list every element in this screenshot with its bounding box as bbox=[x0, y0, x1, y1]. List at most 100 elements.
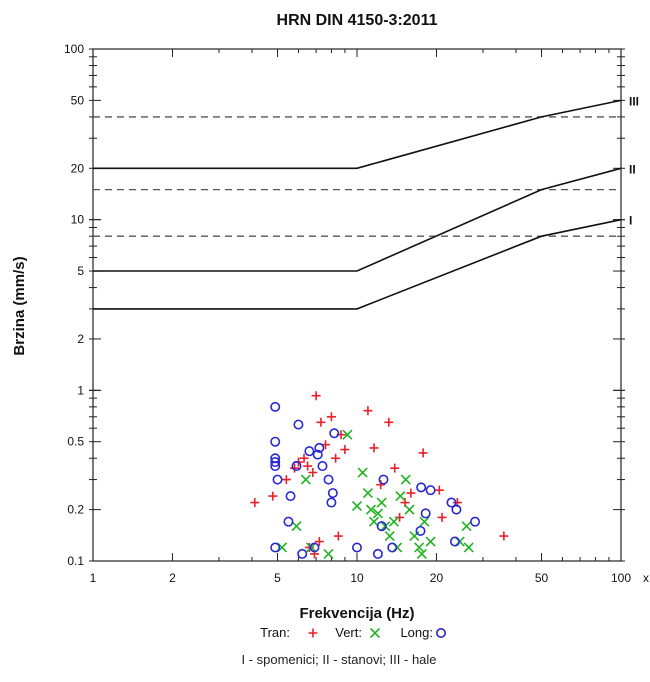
data-point-long bbox=[415, 525, 426, 536]
data-point-vert bbox=[369, 627, 381, 639]
legend-label: Tran: bbox=[260, 625, 290, 640]
data-point-long bbox=[312, 449, 323, 460]
y-tick-label: 2 bbox=[77, 332, 84, 346]
x-tick-label: 5 bbox=[274, 571, 281, 585]
data-point-long bbox=[416, 482, 427, 493]
data-point-tran bbox=[376, 480, 386, 490]
series-0 bbox=[250, 391, 509, 559]
x-tick-label: 50 bbox=[535, 571, 549, 585]
data-point-long bbox=[376, 521, 387, 532]
data-point-long bbox=[329, 428, 340, 439]
data-point-tran bbox=[395, 512, 405, 522]
data-point-tran bbox=[281, 475, 291, 485]
data-point-vert bbox=[306, 542, 317, 553]
series-1 bbox=[276, 429, 474, 560]
minor-ticks bbox=[89, 48, 625, 562]
data-point-vert bbox=[342, 429, 353, 440]
data-point-tran bbox=[384, 417, 394, 427]
x-tick-label: 20 bbox=[430, 571, 444, 585]
data-point-long bbox=[270, 542, 281, 553]
data-point-tran bbox=[333, 531, 343, 541]
data-point-vert bbox=[425, 536, 436, 547]
data-point-vert bbox=[291, 521, 302, 532]
y-tick-label: 0.1 bbox=[67, 554, 84, 568]
data-point-vert bbox=[388, 516, 399, 527]
data-point-tran bbox=[304, 542, 314, 552]
data-point-tran bbox=[437, 512, 447, 522]
data-point-vert bbox=[419, 516, 430, 527]
data-point-tran bbox=[308, 628, 318, 638]
limit-line-label: III bbox=[629, 94, 639, 108]
y-tick-label: 10 bbox=[71, 213, 85, 227]
data-point-long bbox=[309, 542, 320, 553]
data-point-vert bbox=[400, 474, 411, 485]
limit-line bbox=[93, 167, 622, 272]
data-point-tran bbox=[406, 488, 416, 498]
data-point-long bbox=[293, 419, 304, 430]
limit-line bbox=[93, 99, 622, 170]
x-axis-edge-mark: x bbox=[643, 571, 649, 585]
data-point-long bbox=[387, 542, 398, 553]
data-point-tran bbox=[434, 485, 444, 495]
x-tick-label: 100 bbox=[611, 571, 631, 585]
data-point-long bbox=[283, 516, 294, 527]
y-tick-label: 0.5 bbox=[67, 435, 84, 449]
y-tick-label: 100 bbox=[64, 42, 84, 56]
data-point-long bbox=[378, 474, 389, 485]
data-point-long bbox=[272, 474, 283, 485]
y-axis-label: Brzina (mm/s) bbox=[11, 256, 28, 355]
limit-line bbox=[93, 218, 622, 310]
data-point-vert bbox=[416, 548, 427, 560]
series-2 bbox=[270, 401, 481, 559]
data-point-tran bbox=[308, 468, 318, 478]
data-point-vert bbox=[463, 542, 474, 553]
data-point-vert bbox=[351, 500, 363, 512]
data-point-long bbox=[304, 446, 315, 457]
data-point-vert bbox=[365, 504, 377, 515]
data-point-tran bbox=[303, 461, 313, 471]
data-point-long bbox=[420, 508, 431, 519]
data-point-long bbox=[323, 474, 334, 485]
data-point-long bbox=[270, 457, 281, 468]
y-tick-label: 1 bbox=[77, 383, 84, 397]
y-tick-label: 20 bbox=[71, 161, 85, 175]
x-tick-label: 1 bbox=[90, 571, 97, 585]
data-point-long bbox=[317, 461, 328, 472]
data-point-long bbox=[270, 401, 281, 412]
data-point-tran bbox=[499, 531, 509, 541]
legend-label: Long: bbox=[400, 625, 433, 640]
data-point-long bbox=[270, 461, 281, 472]
data-point-vert bbox=[461, 521, 472, 532]
data-point-tran bbox=[418, 448, 428, 458]
data-point-long bbox=[327, 488, 338, 499]
data-point-long bbox=[270, 436, 281, 447]
data-point-vert bbox=[300, 474, 311, 485]
x-tick-label: 2 bbox=[169, 571, 176, 585]
data-point-tran bbox=[299, 453, 309, 463]
chart-title: HRN DIN 4150-3:2011 bbox=[277, 12, 438, 29]
data-point-tran bbox=[369, 443, 379, 453]
data-point-vert bbox=[395, 491, 406, 502]
data-point-tran bbox=[340, 445, 350, 455]
x-axis-label: Frekvencija (Hz) bbox=[299, 605, 414, 622]
data-point-tran bbox=[250, 498, 260, 508]
limit-line-label: II bbox=[629, 162, 636, 176]
data-point-long bbox=[351, 542, 362, 553]
data-point-long bbox=[446, 497, 457, 508]
data-point-long bbox=[435, 627, 446, 638]
data-point-tran bbox=[363, 406, 373, 416]
data-point-vert bbox=[323, 548, 334, 560]
data-point-long bbox=[326, 497, 337, 508]
data-point-vert bbox=[414, 542, 425, 553]
data-point-tran bbox=[311, 391, 321, 401]
data-point-tran bbox=[390, 463, 400, 473]
data-point-long bbox=[291, 461, 302, 472]
y-tick-label: 50 bbox=[71, 93, 85, 107]
data-point-tran bbox=[316, 417, 326, 427]
data-point-tran bbox=[268, 491, 278, 501]
data-point-long bbox=[297, 548, 308, 559]
data-point-vert bbox=[404, 504, 415, 515]
data-point-long bbox=[425, 485, 436, 496]
